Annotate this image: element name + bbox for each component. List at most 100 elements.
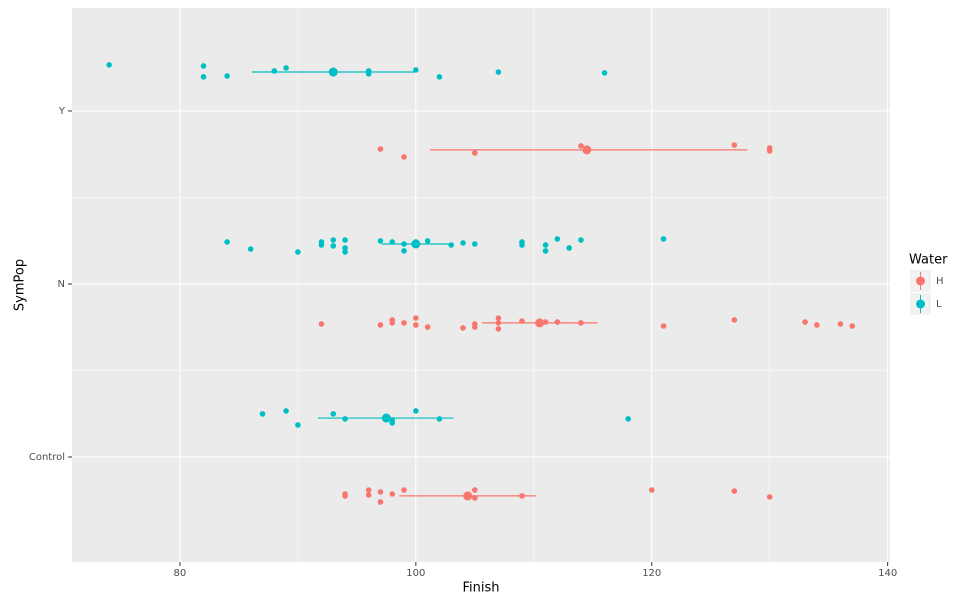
point (849, 323, 856, 329)
point (542, 242, 549, 248)
point (472, 150, 478, 156)
x-tick-label: 120 (642, 568, 661, 579)
point (106, 62, 112, 68)
point (330, 243, 337, 249)
point (731, 317, 738, 323)
point (472, 324, 478, 330)
point (554, 236, 561, 242)
point (436, 74, 443, 80)
point (814, 322, 820, 328)
point (401, 248, 407, 254)
point (472, 241, 478, 247)
point (389, 320, 396, 326)
point (578, 143, 584, 149)
point (283, 408, 289, 414)
x-tick-label: 80 (174, 568, 187, 579)
point (377, 238, 384, 244)
point (448, 242, 455, 248)
point (625, 416, 631, 422)
point (495, 315, 502, 321)
point (342, 249, 348, 255)
point (413, 315, 419, 321)
point (389, 420, 396, 426)
point (342, 245, 348, 251)
point (802, 319, 808, 325)
point (436, 416, 443, 422)
point (460, 240, 466, 246)
x-axis-title: Finish (462, 581, 499, 596)
mean-point (535, 318, 545, 328)
point (295, 249, 301, 255)
point (566, 245, 572, 251)
legend-title: Water (909, 253, 948, 268)
point (224, 239, 230, 245)
point (495, 69, 502, 75)
point (318, 242, 325, 248)
y-tick-label: Y (58, 106, 66, 117)
point (413, 67, 419, 73)
point (377, 499, 384, 505)
point (377, 489, 384, 495)
panel (72, 8, 890, 562)
x-tick-label: 140 (878, 568, 897, 579)
point (424, 238, 431, 244)
point (424, 324, 431, 330)
point (283, 65, 289, 71)
point (389, 491, 396, 497)
point (342, 237, 348, 243)
point (413, 322, 419, 328)
point (330, 237, 337, 243)
point (342, 416, 348, 422)
y-tick-label: N (58, 279, 65, 290)
mean-point (381, 413, 391, 423)
point (401, 320, 407, 326)
point (330, 411, 337, 417)
mean-point (328, 67, 338, 77)
point (472, 495, 478, 501)
point (460, 325, 466, 331)
point (224, 73, 230, 79)
point (389, 239, 396, 245)
point (495, 326, 502, 332)
point (601, 70, 608, 76)
point (295, 422, 301, 428)
point (401, 487, 407, 493)
point (578, 237, 584, 243)
y-axis-title: SymPop (13, 259, 28, 311)
point (472, 487, 478, 493)
legend-symbol (916, 276, 925, 286)
point (731, 488, 738, 494)
x-tick-label: 100 (406, 568, 425, 579)
point (200, 63, 207, 69)
point (377, 146, 384, 152)
point (377, 322, 384, 328)
point (837, 321, 844, 327)
point (259, 411, 266, 417)
point (413, 408, 419, 414)
point (200, 74, 207, 80)
legend-label: L (936, 299, 942, 310)
point (731, 142, 738, 148)
point (247, 246, 254, 252)
point (648, 487, 655, 493)
point (542, 248, 549, 254)
point (766, 494, 773, 500)
legend-label: H (936, 276, 944, 287)
point (342, 493, 348, 499)
point (318, 321, 325, 327)
mean-point (463, 491, 473, 501)
point (365, 492, 372, 498)
mean-point (411, 239, 421, 249)
point (519, 242, 525, 248)
point (554, 319, 561, 325)
legend-symbol (916, 299, 925, 309)
point (401, 154, 407, 160)
point (660, 323, 667, 329)
y-tick-label: Control (29, 452, 65, 463)
point (766, 148, 773, 154)
point (660, 236, 667, 242)
mean-point (582, 145, 592, 155)
point (271, 68, 278, 74)
point (365, 487, 372, 493)
